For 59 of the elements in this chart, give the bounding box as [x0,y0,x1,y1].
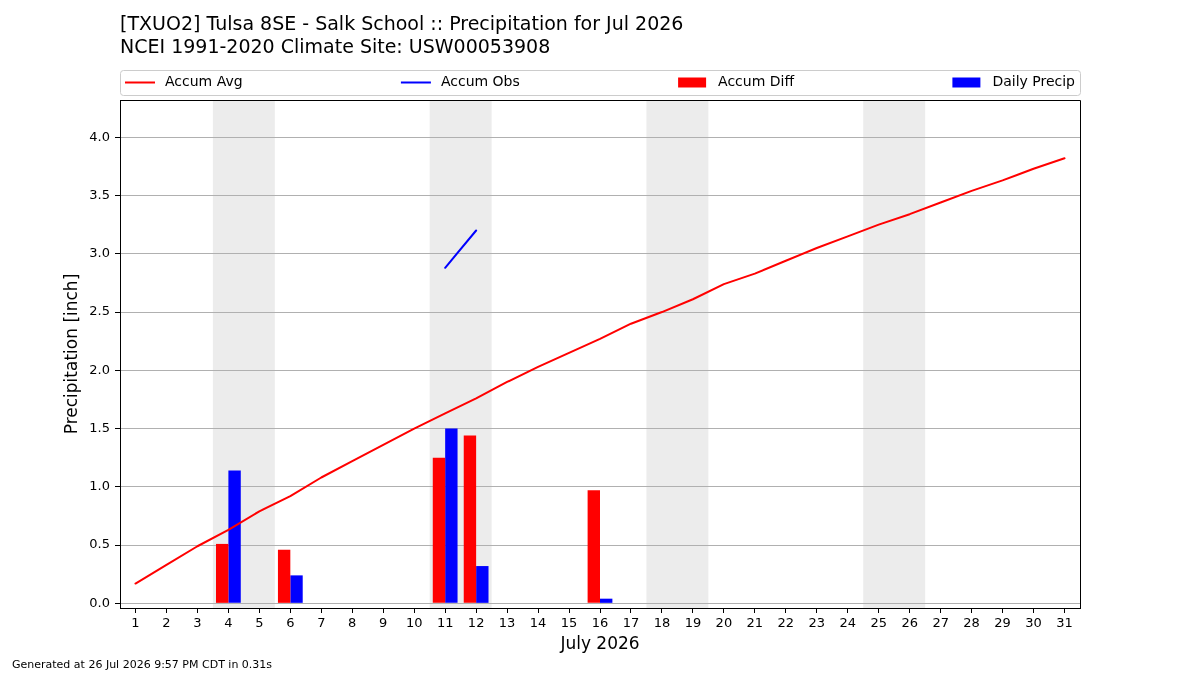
bar [228,470,241,603]
x-tick-label: 8 [348,615,357,631]
x-tick-label: 29 [994,615,1011,631]
legend-label: Daily Precip [992,73,1076,90]
bar [216,543,229,603]
x-tick-label: 12 [467,615,485,631]
x-tick-label: 1 [131,615,140,631]
x-tick-label: 24 [839,615,857,631]
bar [600,598,613,603]
x-tick-label: 23 [808,615,826,631]
x-tick-label: 15 [560,615,578,631]
x-tick-label: 9 [379,615,388,631]
text: Generated at 26 Jul 2026 9:57 PM CDT in 0.31s [12,657,273,671]
y-tick-label: 0.5 [89,536,110,552]
x-tick-label: 27 [932,615,949,631]
y-tick-label: 2.0 [89,361,110,377]
bar [290,575,303,603]
x-tick-label: 30 [1025,615,1042,631]
x-tick-label: 22 [777,615,795,631]
y-tick-label: 0.0 [89,594,110,610]
x-tick-label: 19 [684,615,702,631]
legend-label: Accum Obs [440,73,520,90]
x-tick-label: 10 [405,615,423,631]
x-tick-label: 11 [436,615,454,631]
x-tick-label: 25 [870,615,887,631]
y-tick-label: 2.5 [89,303,110,319]
x-axis-title: July 2026 [559,633,640,654]
x-tick-label: 17 [622,615,640,631]
x-tick-label: 14 [529,615,547,631]
y-tick-label: 3.5 [89,186,110,202]
y-tick-label: 1.0 [89,478,110,494]
y-tick-label: 1.5 [89,419,110,435]
y-tick-label: 3.0 [89,245,110,261]
y-axis-title: Precipitation [inch] [61,273,82,435]
x-tick-label: 16 [591,615,609,631]
x-tick-label: 7 [317,615,326,631]
x-tick-label: 2 [162,615,171,631]
x-tick-label: 6 [286,615,295,631]
legend-label: Accum Diff [718,73,795,90]
x-tick-label: 28 [963,615,980,631]
chart-subtitle: NCEI 1991-2020 Climate Site: USW00053908 [120,34,551,57]
x-tick-label: 26 [901,615,918,631]
x-tick-label: 3 [193,615,202,631]
x-tick-label: 4 [224,615,233,631]
x-tick-label: 18 [653,615,671,631]
chart-title: [TXUO2] Tulsa 8SE - Salk School :: Precipitation for Jul 2026 [120,11,684,34]
bar [432,457,446,603]
bar [277,549,291,603]
bar [445,428,458,603]
legend-label: Accum Avg [165,73,243,90]
bar [476,566,489,603]
x-tick-label: 31 [1056,615,1073,631]
bar [587,490,600,603]
x-tick-label: 13 [498,615,516,631]
x-tick-label: 5 [255,615,264,631]
bar [463,435,477,603]
y-tick-label: 4.0 [89,128,110,144]
x-tick-label: 21 [746,615,764,631]
x-tick-label: 20 [715,615,733,631]
